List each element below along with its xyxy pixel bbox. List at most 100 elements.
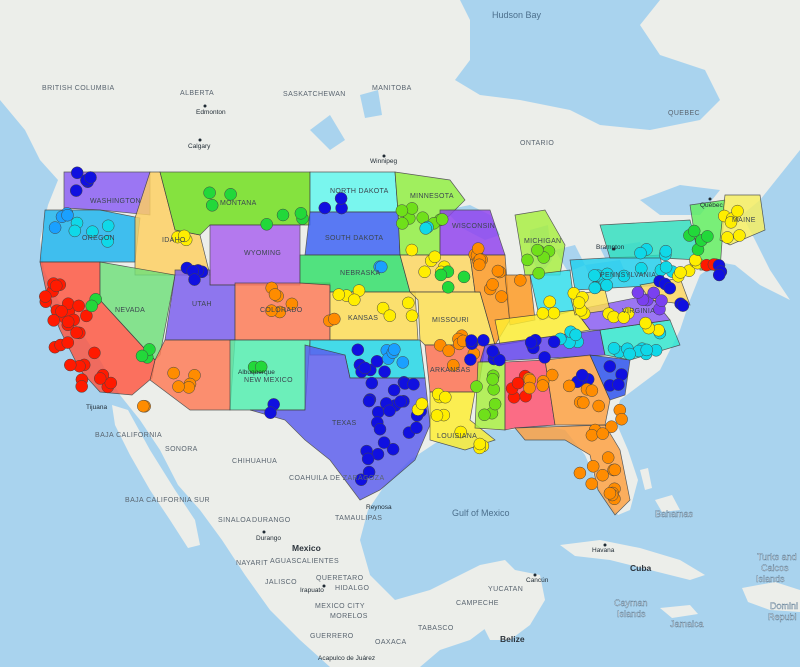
location-pin[interactable]	[547, 306, 561, 320]
location-pin[interactable]	[418, 265, 431, 279]
location-pin[interactable]	[623, 347, 636, 361]
location-pin[interactable]	[635, 262, 648, 275]
location-pin[interactable]	[603, 360, 617, 373]
location-pin[interactable]	[430, 409, 444, 422]
location-pin[interactable]	[378, 365, 391, 378]
location-pin[interactable]	[428, 250, 442, 264]
location-pin[interactable]	[600, 279, 613, 292]
location-pin[interactable]	[442, 344, 455, 357]
location-pin[interactable]	[617, 269, 631, 283]
location-pin[interactable]	[435, 213, 449, 226]
location-pin[interactable]	[659, 260, 673, 274]
location-pin[interactable]	[394, 395, 407, 408]
location-pin[interactable]	[603, 487, 617, 500]
location-pin[interactable]	[569, 328, 582, 342]
location-pin[interactable]	[383, 309, 397, 322]
location-pin[interactable]	[486, 278, 499, 291]
location-pin[interactable]	[85, 299, 98, 313]
location-pin[interactable]	[612, 378, 625, 391]
location-pin[interactable]	[491, 264, 505, 278]
location-pin[interactable]	[358, 361, 372, 375]
location-pin[interactable]	[601, 451, 615, 464]
location-pin[interactable]	[88, 346, 101, 360]
location-pin[interactable]	[61, 208, 74, 222]
location-pin[interactable]	[573, 466, 587, 480]
location-pin[interactable]	[464, 353, 477, 366]
location-pin[interactable]	[396, 217, 409, 230]
location-pin[interactable]	[135, 349, 149, 363]
location-pin[interactable]	[531, 243, 544, 257]
location-pin[interactable]	[61, 315, 75, 329]
location-pin[interactable]	[377, 436, 391, 449]
location-pin[interactable]	[375, 260, 388, 274]
location-pin[interactable]	[84, 171, 97, 184]
location-pin[interactable]	[486, 373, 499, 386]
location-pin[interactable]	[676, 299, 690, 312]
location-pin[interactable]	[721, 231, 734, 244]
location-pin[interactable]	[405, 243, 419, 257]
location-pin[interactable]	[405, 309, 419, 323]
location-pin[interactable]	[434, 268, 448, 282]
location-pin[interactable]	[488, 397, 502, 411]
location-pin[interactable]	[328, 312, 341, 326]
location-pin[interactable]	[64, 358, 77, 372]
location-pin[interactable]	[48, 221, 62, 234]
location-pin[interactable]	[86, 225, 99, 238]
location-pin[interactable]	[101, 235, 114, 248]
location-pin[interactable]	[689, 253, 702, 267]
location-pin[interactable]	[80, 309, 93, 323]
location-pin[interactable]	[188, 273, 201, 286]
location-pin[interactable]	[137, 399, 150, 413]
location-pin[interactable]	[511, 376, 525, 390]
location-pin[interactable]	[370, 355, 384, 368]
location-pin[interactable]	[362, 394, 376, 408]
location-pin[interactable]	[224, 188, 237, 201]
location-pin[interactable]	[383, 404, 396, 418]
location-pin[interactable]	[419, 222, 432, 235]
state-florida[interactable]	[514, 424, 631, 516]
location-pin[interactable]	[731, 204, 744, 218]
location-pin[interactable]	[655, 294, 668, 307]
location-pin[interactable]	[607, 342, 621, 355]
location-pin[interactable]	[268, 288, 282, 301]
location-pin[interactable]	[93, 372, 107, 385]
location-pin[interactable]	[478, 408, 491, 422]
location-pin[interactable]	[471, 242, 485, 255]
location-pin[interactable]	[585, 428, 599, 442]
location-pin[interactable]	[562, 379, 576, 393]
location-pin[interactable]	[532, 266, 545, 280]
location-pin[interactable]	[575, 368, 589, 382]
location-pin[interactable]	[596, 468, 609, 482]
location-pin[interactable]	[265, 304, 278, 317]
location-pin[interactable]	[294, 207, 308, 220]
location-pin[interactable]	[373, 422, 387, 436]
location-pin[interactable]	[615, 412, 628, 426]
location-pin[interactable]	[386, 442, 400, 456]
location-pin[interactable]	[617, 311, 631, 324]
location-pin[interactable]	[395, 204, 409, 217]
location-pin[interactable]	[473, 437, 487, 451]
location-pin[interactable]	[254, 360, 268, 374]
location-pin[interactable]	[477, 334, 490, 347]
location-pin[interactable]	[536, 307, 550, 320]
location-pin[interactable]	[514, 274, 527, 287]
location-pin[interactable]	[205, 199, 219, 212]
location-pin[interactable]	[545, 368, 559, 382]
location-pin[interactable]	[72, 299, 85, 313]
location-pin[interactable]	[470, 380, 483, 393]
location-pin[interactable]	[441, 281, 455, 294]
location-pin[interactable]	[631, 286, 645, 299]
location-pin[interactable]	[585, 477, 598, 491]
location-pin[interactable]	[592, 399, 605, 413]
location-pin[interactable]	[402, 296, 415, 310]
location-pin[interactable]	[659, 244, 673, 258]
location-pin[interactable]	[348, 293, 361, 307]
location-pin[interactable]	[332, 288, 346, 301]
location-pin[interactable]	[639, 316, 652, 330]
location-pin[interactable]	[701, 230, 714, 243]
location-pin[interactable]	[361, 452, 375, 466]
location-pin[interactable]	[104, 376, 118, 390]
location-pin[interactable]	[334, 192, 348, 205]
location-pin[interactable]	[285, 297, 299, 311]
